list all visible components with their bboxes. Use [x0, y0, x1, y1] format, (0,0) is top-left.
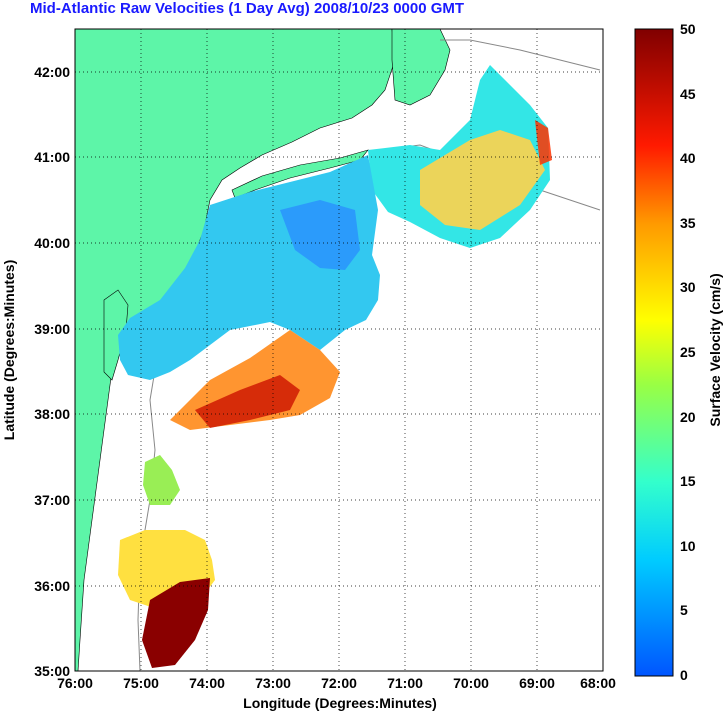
x-axis-label: Longitude (Degrees:Minutes) — [243, 695, 437, 711]
colorbar-tick: 30 — [680, 279, 696, 295]
map-title: Mid-Atlantic Raw Velocities (1 Day Avg) … — [30, 0, 465, 17]
cape-cod-land — [391, 29, 451, 106]
y-axis-label: Latitude (Degrees:Minutes) — [1, 260, 17, 440]
x-tick-label: 68:00 — [580, 675, 616, 691]
y-tick-label: 36:00 — [34, 578, 70, 594]
colorbar-tick: 35 — [680, 215, 696, 231]
y-tick-label: 39:00 — [34, 321, 70, 337]
colorbar-label: Surface Velocity (cm/s) — [707, 273, 723, 426]
colorbar-tick: 10 — [680, 538, 696, 554]
x-tick-label: 71:00 — [387, 675, 423, 691]
x-tick-label: 75:00 — [123, 675, 159, 691]
colorbar-tick: 40 — [680, 150, 696, 166]
colorbar-tick: 15 — [680, 473, 696, 489]
colorbar — [634, 28, 674, 677]
coverage-north-red — [535, 120, 552, 165]
y-tick-label: 42:00 — [34, 64, 70, 80]
y-tick-label: 35:00 — [34, 663, 70, 679]
colorbar-tick: 20 — [680, 409, 696, 425]
x-tick-label: 76:00 — [57, 675, 93, 691]
bathymetry-contour — [440, 39, 601, 71]
y-tick-label: 41:00 — [34, 149, 70, 165]
x-tick-label: 72:00 — [321, 675, 357, 691]
colorbar-tick: 50 — [680, 21, 696, 37]
colorbar-tick: 0 — [680, 667, 688, 683]
coverage-central-red — [195, 375, 300, 428]
colorbar-tick: 5 — [680, 602, 688, 618]
map-grid — [75, 29, 603, 671]
colorbar-tick: 45 — [680, 86, 696, 102]
y-tick-label: 38:00 — [34, 406, 70, 422]
coverage-south-small — [143, 455, 180, 505]
x-tick-label: 70:00 — [453, 675, 489, 691]
x-tick-label: 73:00 — [255, 675, 291, 691]
x-tick-label: 74:00 — [189, 675, 225, 691]
coverage-central-blue — [280, 200, 360, 270]
x-tick-label: 69:00 — [519, 675, 555, 691]
coverage-north-hot — [420, 130, 545, 230]
coverage-south-red — [142, 578, 210, 668]
colorbar-tick: 25 — [680, 344, 696, 360]
y-tick-label: 40:00 — [34, 235, 70, 251]
y-tick-label: 37:00 — [34, 492, 70, 508]
